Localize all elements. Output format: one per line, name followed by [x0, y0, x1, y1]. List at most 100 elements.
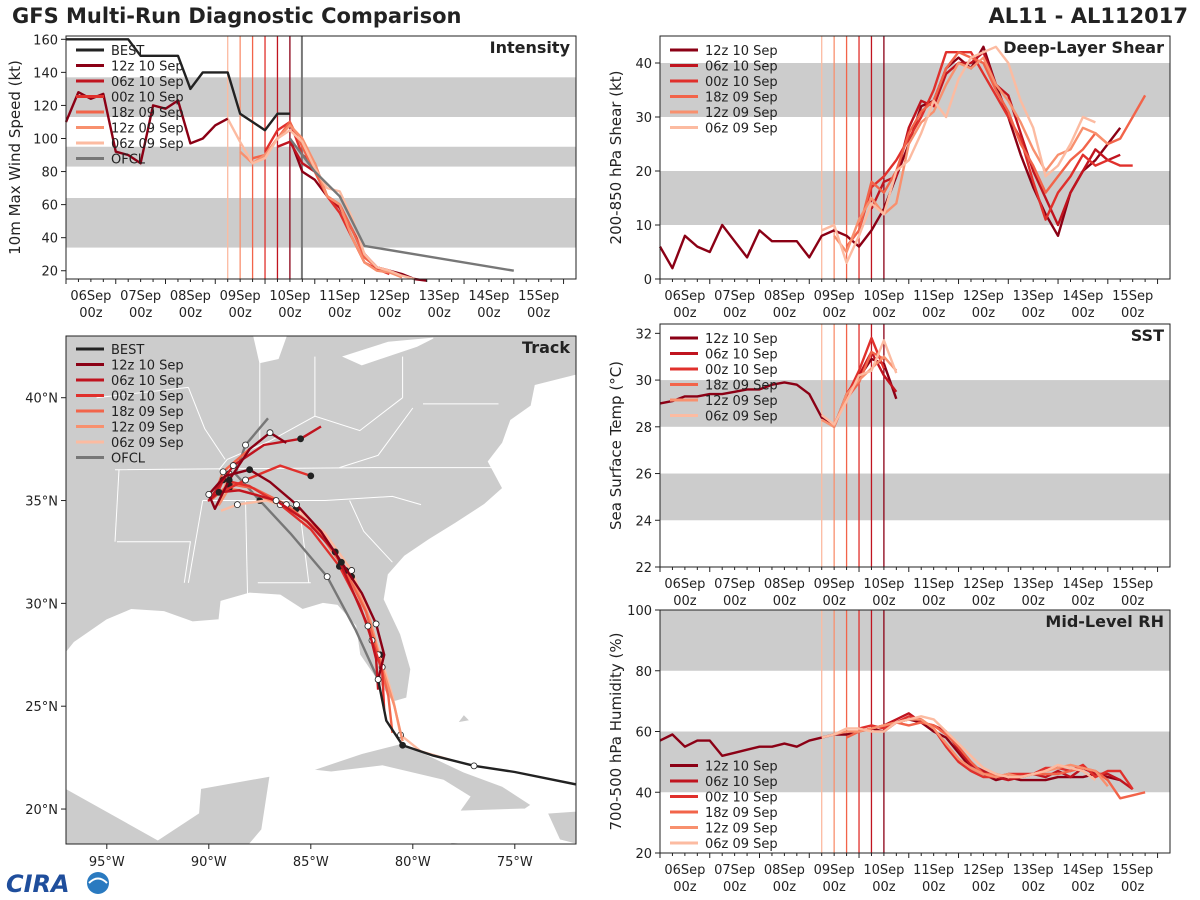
x-tick-label: 11Sep	[913, 577, 954, 592]
x-tick-label: 09Sep	[220, 289, 261, 304]
x-tick-label: 10Sep	[863, 863, 904, 878]
legend-label: 06z 10 Sep	[111, 75, 184, 90]
x-tick-label: 09Sep	[814, 289, 855, 304]
x-tick-label: 15Sep	[1112, 863, 1153, 878]
track-point	[399, 741, 407, 749]
x-tick-label: 10Sep	[863, 577, 904, 592]
track-point	[307, 472, 315, 480]
y-axis-label: 10m Max Wind Speed (kt)	[6, 60, 24, 255]
series-line	[66, 38, 290, 132]
track-point	[374, 676, 382, 683]
x-tick-label: 00z	[723, 594, 747, 609]
panel-title: Deep-Layer Shear	[1003, 38, 1164, 57]
track-point	[242, 441, 249, 449]
panel-track: 95°W 90°W 85°W 80°W 75°W 20°N 25°N 30°N 35°N 40°N…	[25, 335, 577, 870]
x-tick-label: 00z	[673, 594, 697, 609]
x-tick-label: 13Sep	[1013, 289, 1054, 304]
legend-label: 12z 10 Sep	[111, 359, 184, 374]
legend-label: 06z 09 Sep	[111, 137, 184, 152]
x-tick-label: 08Sep	[764, 577, 805, 592]
band	[660, 63, 1170, 117]
y-tick-label: 20°N	[25, 803, 58, 818]
legend-label: BEST	[111, 44, 144, 59]
x-tick-label: 11Sep	[913, 863, 954, 878]
lake-michigan	[253, 336, 287, 364]
x-tick-label: 10Sep	[863, 289, 904, 304]
state-border	[117, 541, 191, 583]
x-tick-label: 00z	[972, 880, 996, 895]
x-tick-label: 14Sep	[468, 289, 509, 304]
x-tick-label: 10Sep	[269, 289, 310, 304]
y-tick-label: 40	[635, 57, 652, 72]
y-tick-label: 160	[33, 33, 58, 48]
band	[66, 146, 576, 167]
x-tick-label: 00z	[822, 306, 846, 321]
x-tick-label: 00z	[773, 594, 797, 609]
track-point	[266, 429, 274, 437]
state-border	[114, 469, 120, 542]
x-tick-label: 00z	[673, 306, 697, 321]
panel-intensity: 20 40 60 80 100 120 140 160 06Sep 00z 07Sep 00z 08Se…	[6, 33, 577, 321]
x-tick-label: 00z	[278, 306, 302, 321]
track-point	[246, 466, 254, 474]
x-tick-label: 15Sep	[518, 289, 559, 304]
band	[660, 473, 1170, 521]
legend-label: 00z 10 Sep	[705, 363, 778, 378]
series-line	[288, 137, 514, 272]
x-tick-label: 00z	[328, 306, 352, 321]
x-tick-label: 12Sep	[963, 289, 1004, 304]
legend-label: 18z 09 Sep	[111, 405, 184, 420]
state-border	[245, 500, 249, 598]
storm-id: AL11 - AL112017	[988, 4, 1189, 28]
plot-frame	[65, 35, 577, 280]
x-tick-label: 00z	[427, 306, 451, 321]
x-tick-label: 00z	[79, 306, 103, 321]
x-tick-label: 00z	[773, 306, 797, 321]
track-line	[207, 425, 380, 690]
y-tick-label: 0	[644, 273, 652, 288]
landmass-hispaniola	[546, 810, 576, 844]
x-tick-label: 00z	[872, 594, 896, 609]
track-point	[364, 622, 372, 630]
x-tick-label: 00z	[1071, 594, 1095, 609]
y-tick-label: 28	[635, 421, 652, 436]
y-tick-label: 20	[635, 165, 652, 180]
x-tick-label: 00z	[129, 306, 153, 321]
state-border	[187, 500, 204, 583]
legend-label: 12z 09 Sep	[705, 822, 778, 837]
track-point	[229, 462, 237, 469]
x-tick-label: 15Sep	[1112, 289, 1153, 304]
panel-title: SST	[1131, 326, 1164, 345]
track-point	[233, 501, 241, 509]
x-tick-label: 00z	[1021, 306, 1045, 321]
legend-label: 06z 09 Sep	[705, 122, 778, 137]
legend-label: 06z 09 Sep	[705, 410, 778, 425]
track-point	[242, 476, 249, 484]
y-tick-label: 100	[627, 604, 652, 619]
x-tick-label: 06Sep	[664, 863, 705, 878]
x-tick-label: 00z	[1071, 306, 1095, 321]
y-tick-label: 30	[635, 111, 652, 126]
x-tick-label: 13Sep	[1013, 863, 1054, 878]
y-tick-label: 80	[635, 665, 652, 680]
x-tick-label: 07Sep	[120, 289, 161, 304]
series-line	[833, 56, 1109, 254]
x-tick-label: 14Sep	[1062, 289, 1103, 304]
state-border	[114, 467, 497, 471]
x-tick-label: 13Sep	[1013, 577, 1054, 592]
x-tick-label: 00z	[1071, 880, 1095, 895]
x-tick-label: 00z	[228, 306, 252, 321]
x-tick-label: 95°W	[89, 855, 125, 870]
plot-frame	[659, 323, 1171, 568]
track-point	[293, 501, 300, 509]
state-border	[349, 500, 393, 563]
y-tick-label: 20	[635, 847, 652, 862]
x-tick-label: 00z	[723, 880, 747, 895]
legend-label: 12z 09 Sep	[111, 421, 184, 436]
legend-label: 06z 09 Sep	[111, 436, 184, 451]
x-tick-label: 80°W	[395, 855, 431, 870]
legend-label: 06z 10 Sep	[111, 374, 184, 389]
